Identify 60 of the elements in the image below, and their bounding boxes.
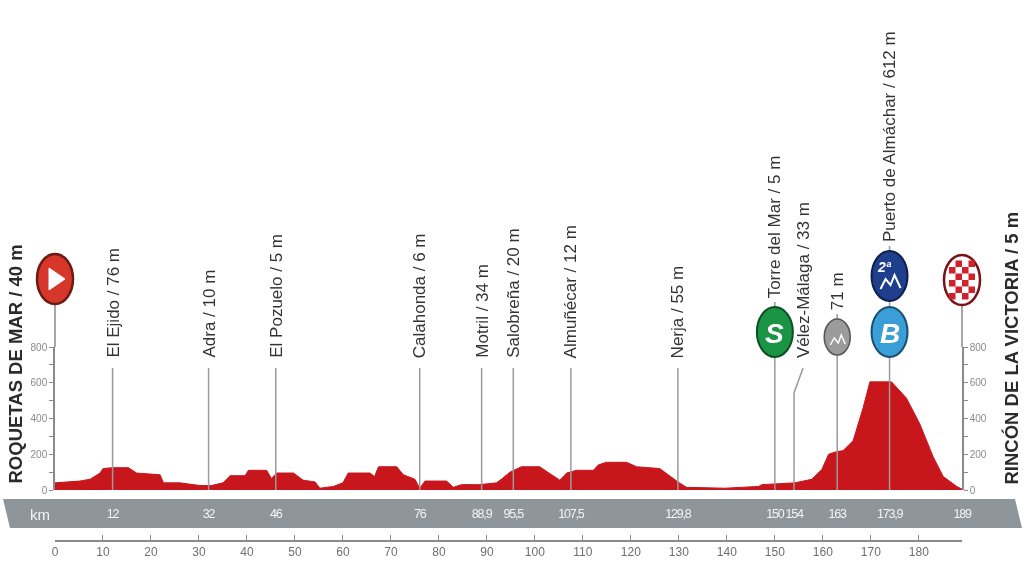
ref-line-label: Salobreña / 20 m — [503, 228, 523, 358]
x2-tick-label: 129,8 — [665, 506, 692, 521]
y-tick-label: 600 — [30, 377, 48, 389]
x-tick-label: 100 — [524, 545, 546, 560]
x-tick-label: 80 — [432, 545, 446, 560]
x2-tick-label: 154 — [785, 506, 804, 521]
x-tick-label: 60 — [336, 545, 350, 560]
x-tick-label: 40 — [240, 545, 254, 560]
x2-tick-label: 173,9 — [876, 506, 904, 521]
y-tick-label: 0 — [41, 484, 48, 496]
x2-tick-label: 88,9 — [471, 506, 493, 521]
y2-tick-label: 200 — [969, 448, 987, 460]
x-tick-label: 170 — [860, 545, 882, 560]
x-tick-label: 110 — [573, 545, 593, 560]
x-tick-label: 0 — [51, 545, 59, 560]
x2-tick-label: 163 — [828, 506, 848, 521]
x2-tick-label: 107,5 — [558, 506, 585, 521]
annotation: B — [880, 318, 901, 349]
x2-tick-label: 12 — [106, 506, 120, 521]
y-axis-title: ROQUETAS DE MAR / 40 m — [4, 244, 26, 484]
x-tick-label: 50 — [288, 545, 302, 560]
ref-line-label: Adra / 10 m — [199, 269, 219, 358]
ref-line-label: Nerja / 55 m — [668, 265, 688, 359]
x-tick-label: 140 — [716, 545, 738, 560]
y2-tick-label: 800 — [969, 341, 987, 353]
y2-tick-label: 600 — [969, 377, 987, 389]
x-tick-label: 120 — [620, 545, 642, 560]
x2-axis-title: km — [30, 506, 50, 523]
ref-line-label: Torre del Mar / 5 m — [765, 155, 785, 299]
x2-tick-label: 150 — [766, 506, 785, 521]
x2-tick-label: 32 — [202, 506, 216, 521]
ref-line-label: Puerto de Almáchar / 612 m — [880, 31, 900, 243]
ref-line-label: 71 m — [828, 272, 848, 311]
x-tick-label: 30 — [192, 545, 206, 560]
x2-tick-label: 95,5 — [503, 506, 525, 521]
ref-line-label: Calahonda / 6 m — [410, 233, 430, 359]
x2-tick-label: 46 — [269, 506, 283, 521]
text: 2ª — [877, 259, 892, 275]
x-tick-label: 10 — [96, 545, 110, 560]
y2-tick-label: 400 — [969, 413, 987, 424]
x-tick-label: 90 — [480, 545, 494, 560]
y2-axis-title: RINCÓN DE LA VICTORIA / 5 m — [1000, 211, 1022, 485]
x-tick-label: 20 — [144, 545, 158, 560]
x-tick-label: 70 — [384, 545, 398, 560]
ref-line-label: Vélez-Málaga / 33 m — [794, 202, 814, 359]
y2-tick-label: 0 — [969, 484, 976, 496]
ref-line-label: El Ejido / 76 m — [103, 247, 123, 358]
x2-tick-label: 76 — [413, 506, 427, 521]
y-tick-label: 200 — [30, 448, 48, 460]
x-tick-label: 160 — [812, 545, 834, 560]
x2-tick-label: 189 — [953, 506, 972, 521]
x-tick-label: 150 — [764, 545, 786, 560]
ref-line-label: El Pozuelo / 5 m — [266, 233, 286, 358]
y-tick-label: 800 — [30, 341, 48, 353]
x-tick-label: 130 — [668, 545, 690, 560]
ref-line-label: Motril / 34 m — [472, 264, 492, 358]
x-tick-label: 180 — [908, 545, 930, 560]
y-tick-label: 400 — [30, 413, 48, 424]
annotation: S — [765, 318, 784, 349]
ref-line-label: Almuñécar / 12 m — [561, 225, 581, 359]
